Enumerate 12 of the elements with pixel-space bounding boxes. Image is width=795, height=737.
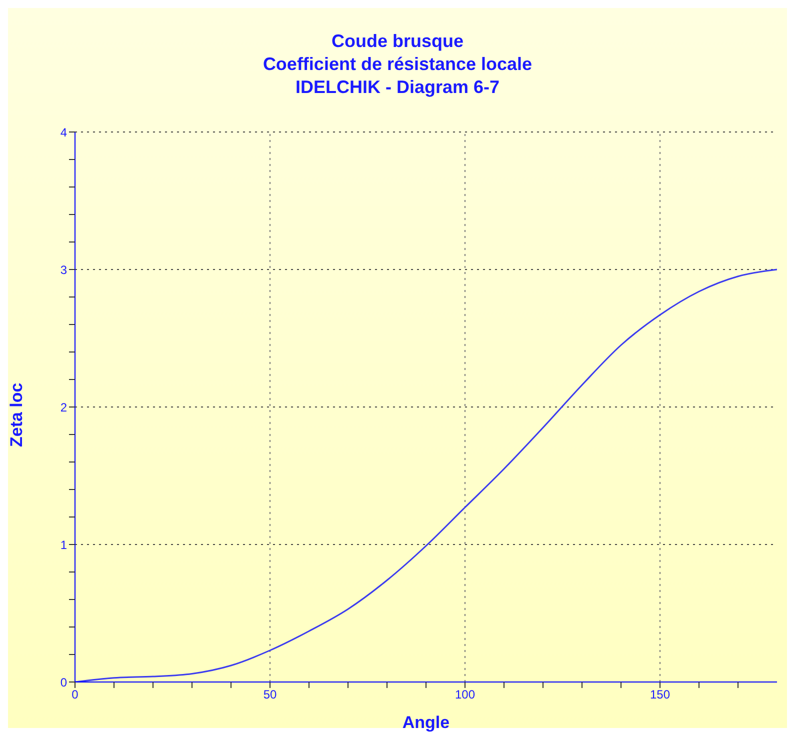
x-axis-title: Angle — [402, 713, 450, 732]
y-tick-label: 3 — [60, 262, 68, 277]
x-tick-label: 150 — [650, 688, 670, 702]
y-tick-label: 0 — [60, 675, 68, 690]
chart-title: Coude brusque Coefficient de résistance locale IDELCHIK - Diagram 6-7 — [262, 30, 534, 99]
y-axis-title: Zeta loc — [7, 382, 26, 447]
y-tick-label: 1 — [60, 538, 68, 552]
x-tick-label: 50 — [263, 688, 277, 702]
x-tick-label: 100 — [454, 688, 476, 702]
y-tick-label: 2 — [60, 400, 68, 414]
x-tick-label: 0 — [72, 688, 79, 702]
y-tick-label: 4 — [60, 125, 68, 140]
